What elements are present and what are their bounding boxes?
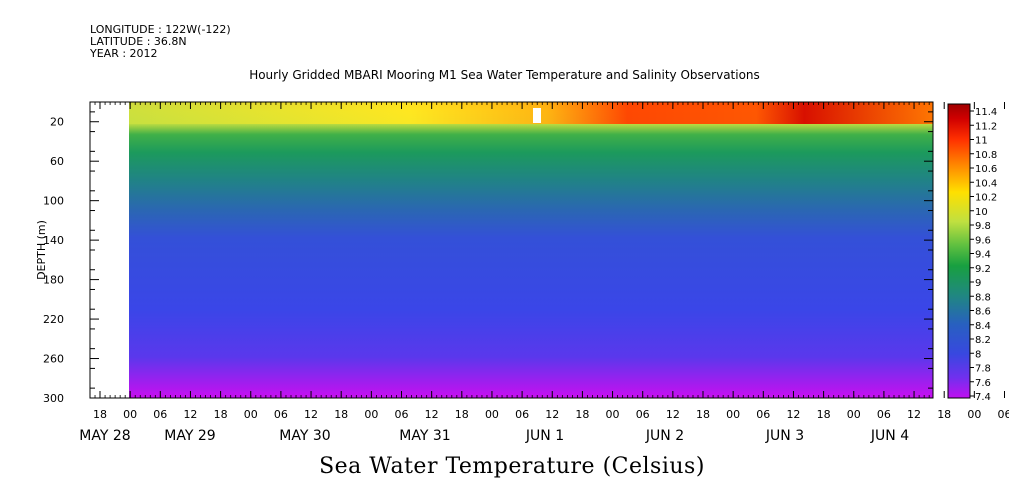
y-tick-label: 20 bbox=[50, 116, 64, 129]
x-hour-label: 18 bbox=[575, 408, 589, 421]
colorbar: 11.4 11.2 11 10.8 10.6 10.4 10.2 10 9.8 9.6 9.4 9.2… bbox=[947, 103, 997, 403]
x-hour-label: 12 bbox=[666, 408, 680, 421]
colorbar-label: 10.8 bbox=[975, 150, 997, 161]
x-day-label: JUN 2 bbox=[645, 428, 684, 444]
x-hour-label: 06 bbox=[756, 408, 770, 421]
x-day-label: MAY 31 bbox=[399, 428, 450, 444]
colorbar-label: 9.2 bbox=[975, 264, 991, 275]
y-tick-label: 260 bbox=[43, 353, 64, 366]
x-hour-label: 12 bbox=[425, 408, 439, 421]
x-hour-label: 00 bbox=[123, 408, 137, 421]
x-hour-label: 18 bbox=[696, 408, 710, 421]
x-hour-label: 18 bbox=[937, 408, 951, 421]
x-day-label: JUN 1 bbox=[525, 428, 564, 444]
x-hour-label: 06 bbox=[877, 408, 891, 421]
colorbar-label: 8.8 bbox=[975, 292, 991, 303]
x-hour-label: 06 bbox=[395, 408, 409, 421]
x-hour-label: 12 bbox=[183, 408, 197, 421]
x-hour-label: 00 bbox=[244, 408, 258, 421]
colorbar-label: 9 bbox=[975, 278, 981, 289]
x-hour-label: 18 bbox=[214, 408, 228, 421]
colorbar-label: 9.8 bbox=[975, 221, 991, 232]
chart-title: Hourly Gridded MBARI Mooring M1 Sea Wate… bbox=[249, 68, 760, 82]
x-hour-label: 18 bbox=[455, 408, 469, 421]
x-day-label: JUN 3 bbox=[765, 428, 804, 444]
plot-area bbox=[89, 101, 1005, 399]
x-hour-label: 00 bbox=[485, 408, 499, 421]
x-hour-label: 00 bbox=[967, 408, 981, 421]
x-day-label: MAY 30 bbox=[279, 428, 330, 444]
colorbar-label: 10.4 bbox=[975, 178, 997, 189]
colorbar-label: 8.6 bbox=[975, 307, 991, 318]
x-hour-label: 00 bbox=[726, 408, 740, 421]
x-hour-label: 06 bbox=[998, 408, 1009, 421]
x-hour-label: 06 bbox=[636, 408, 650, 421]
temperature-field bbox=[129, 102, 933, 398]
colorbar-label: 8.4 bbox=[975, 321, 991, 332]
x-hour-label: 12 bbox=[907, 408, 921, 421]
colorbar-label: 7.6 bbox=[975, 378, 991, 389]
colorbar-label: 10 bbox=[975, 207, 988, 218]
x-hour-label: 00 bbox=[606, 408, 620, 421]
x-hour-label: 06 bbox=[153, 408, 167, 421]
x-hour-label: 06 bbox=[515, 408, 529, 421]
x-hour-label: 18 bbox=[817, 408, 831, 421]
x-hour-label: 12 bbox=[545, 408, 559, 421]
latitude-label: LATITUDE : 36.8N bbox=[90, 35, 187, 48]
x-day-label: MAY 29 bbox=[164, 428, 215, 444]
year-label: YEAR : 2012 bbox=[90, 47, 158, 60]
x-axis-title: Sea Water Temperature (Celsius) bbox=[319, 454, 705, 479]
x-hour-label: 12 bbox=[304, 408, 318, 421]
x-day-label: MAY 28 bbox=[79, 428, 130, 444]
colorbar-label: 8.2 bbox=[975, 335, 991, 346]
colorbar-label: 9.4 bbox=[975, 250, 991, 261]
longitude-label: LONGITUDE : 122W(-122) bbox=[90, 23, 231, 36]
x-hour-label: 00 bbox=[364, 408, 378, 421]
colorbar-label: 11.4 bbox=[975, 107, 997, 118]
colorbar-label: 10.6 bbox=[975, 164, 997, 175]
y-tick-label: 60 bbox=[50, 155, 64, 168]
colorbar-label: 9.6 bbox=[975, 235, 991, 246]
colorbar-label: 11 bbox=[975, 136, 988, 147]
y-axis-label: DEPTH (m) bbox=[35, 220, 48, 280]
x-hour-label: 12 bbox=[786, 408, 800, 421]
y-tick-label: 300 bbox=[43, 392, 64, 405]
missing-data-cell bbox=[533, 108, 541, 123]
colorbar-label: 7.4 bbox=[975, 392, 991, 403]
y-tick-label: 100 bbox=[43, 195, 64, 208]
x-hour-label: 18 bbox=[93, 408, 107, 421]
colorbar-label: 7.8 bbox=[975, 364, 991, 375]
colorbar-label: 10.2 bbox=[975, 193, 997, 204]
y-tick-label: 140 bbox=[43, 234, 64, 247]
x-hour-label: 18 bbox=[334, 408, 348, 421]
y-tick-label: 180 bbox=[43, 274, 64, 287]
x-hour-label: 06 bbox=[274, 408, 288, 421]
colorbar-label: 11.2 bbox=[975, 121, 997, 132]
y-tick-label: 220 bbox=[43, 313, 64, 326]
x-day-label: JUN 4 bbox=[870, 428, 909, 444]
colorbar-label: 8 bbox=[975, 349, 981, 360]
x-hour-label: 00 bbox=[847, 408, 861, 421]
warm-surface-band bbox=[129, 102, 933, 124]
